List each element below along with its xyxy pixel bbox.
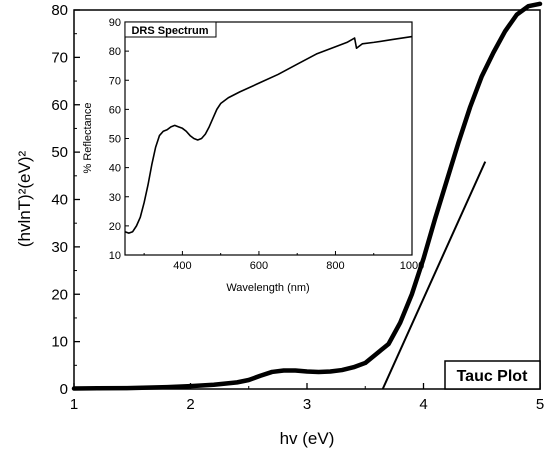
- tauc-plot-title: Tauc Plot: [457, 368, 528, 385]
- inset-y-axis-label: % Reflectance: [82, 103, 94, 174]
- inset-x-tick-label: 800: [326, 260, 344, 272]
- inset-frame: [124, 21, 413, 256]
- drs-curve: [124, 35, 413, 234]
- inset-x-tick-label: 600: [250, 260, 268, 272]
- inset-x-axis-label: Wavelength (nm): [226, 282, 309, 294]
- inset-y-tick-label: 30: [109, 192, 121, 204]
- x-tick-label: 4: [419, 396, 427, 413]
- inset-x-tick-label: 1000: [400, 260, 424, 272]
- y-tick-label: 60: [51, 97, 68, 114]
- x-tick-label: 1: [70, 396, 78, 413]
- inset-series: [124, 35, 413, 234]
- inset-y-tick-label: 90: [109, 17, 121, 29]
- inset-title: DRS Spectrum: [131, 25, 208, 37]
- x-axis-label: hv (eV): [280, 429, 335, 448]
- y-tick-label: 40: [51, 192, 68, 209]
- y-tick-label: 50: [51, 144, 68, 161]
- inset-y-tick-label: 40: [109, 163, 121, 175]
- y-tick-label: 70: [51, 49, 68, 66]
- tauc-plot-box: [444, 360, 541, 390]
- y-tick-label: 30: [51, 239, 68, 256]
- inset-y-tick-label: 80: [109, 46, 121, 58]
- tauc-curve: [71, 1, 543, 391]
- inset-y-tick-label: 20: [109, 221, 121, 233]
- x-tick-label: 3: [303, 396, 311, 413]
- inset-x-tick-label: 400: [173, 260, 191, 272]
- inset-y-tick-label: 10: [109, 250, 121, 262]
- y-tick-label: 0: [60, 381, 68, 398]
- x-tick-label: 2: [186, 396, 194, 413]
- inset-title-box: [124, 21, 217, 38]
- inset-y-tick-label: 50: [109, 134, 121, 146]
- y-tick-label: 20: [51, 286, 68, 303]
- x-tick-label: 5: [536, 396, 544, 413]
- inset-y-tick-label: 60: [109, 104, 121, 116]
- main-series: [71, 1, 543, 391]
- y-axis-label: (hvlnT)²(eV)²: [15, 151, 34, 248]
- y-tick-label: 80: [51, 2, 68, 19]
- tangent-line: [381, 161, 487, 390]
- y-tick-label: 10: [51, 334, 68, 351]
- inset-y-tick-label: 70: [109, 75, 121, 87]
- inset-ticks: 400 600 800 1000 10 20 30 40 50 60 70 80 90: [109, 17, 424, 272]
